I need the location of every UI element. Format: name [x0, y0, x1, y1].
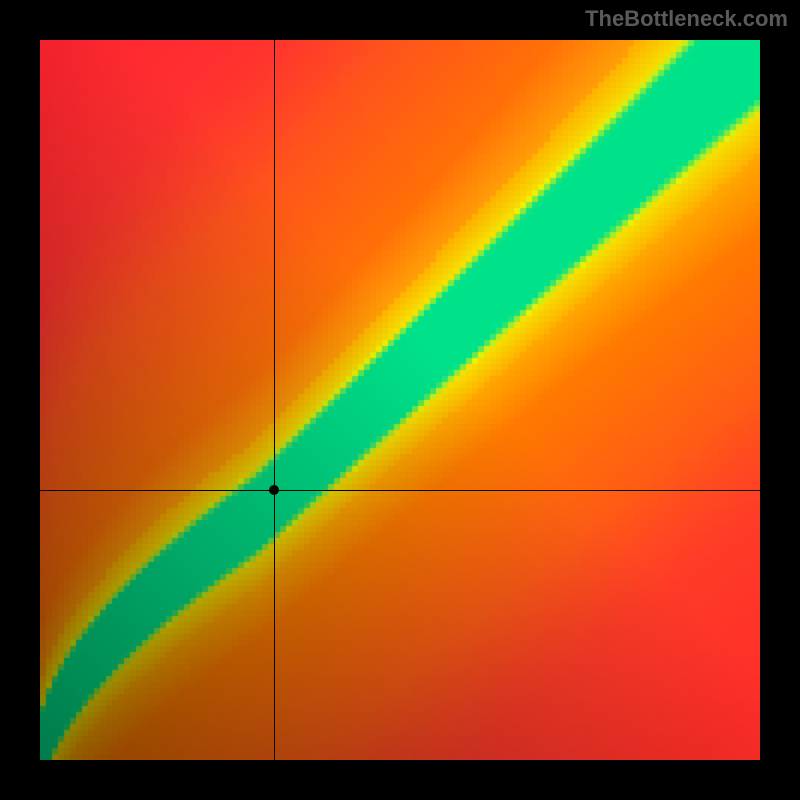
crosshair-horizontal — [40, 490, 760, 491]
heatmap-plot — [40, 40, 760, 760]
marker-dot — [269, 485, 279, 495]
crosshair-vertical — [274, 40, 275, 760]
heatmap-canvas — [40, 40, 760, 760]
watermark-text: TheBottleneck.com — [585, 6, 788, 32]
